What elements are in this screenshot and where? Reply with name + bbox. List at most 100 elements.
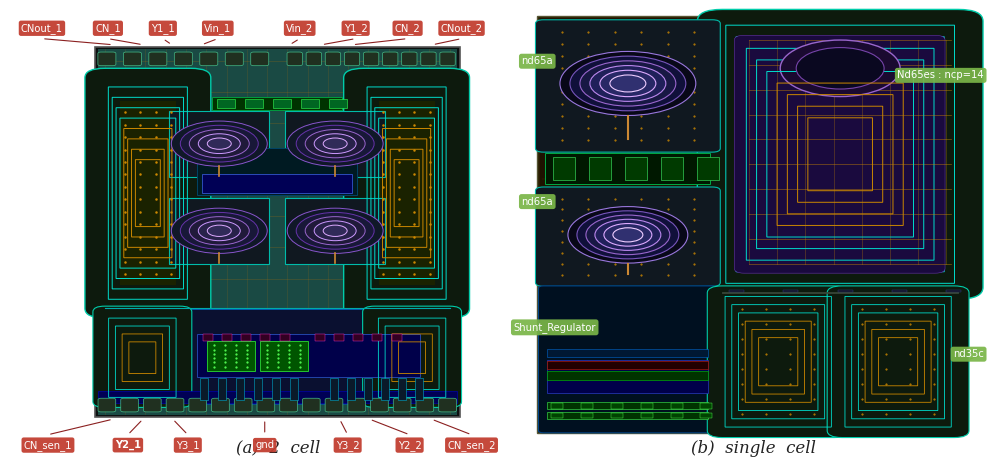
Text: CNout_2: CNout_2 — [441, 23, 483, 34]
FancyBboxPatch shape — [182, 309, 435, 404]
Circle shape — [208, 225, 232, 236]
FancyBboxPatch shape — [344, 68, 470, 318]
Circle shape — [297, 212, 375, 249]
Text: nd65a: nd65a — [521, 56, 553, 66]
Circle shape — [208, 138, 232, 149]
Circle shape — [600, 70, 656, 97]
FancyBboxPatch shape — [700, 403, 712, 409]
FancyBboxPatch shape — [218, 378, 226, 400]
Circle shape — [190, 130, 250, 158]
FancyBboxPatch shape — [330, 99, 348, 108]
FancyBboxPatch shape — [200, 378, 208, 400]
Circle shape — [180, 125, 258, 162]
Circle shape — [306, 217, 366, 245]
Circle shape — [590, 65, 666, 101]
FancyBboxPatch shape — [98, 49, 457, 415]
FancyBboxPatch shape — [670, 403, 682, 409]
FancyBboxPatch shape — [203, 334, 213, 341]
Text: Nd65es : ncp=14: Nd65es : ncp=14 — [897, 70, 984, 81]
Text: Y1_2: Y1_2 — [344, 23, 368, 34]
FancyBboxPatch shape — [330, 378, 338, 400]
FancyBboxPatch shape — [260, 341, 308, 371]
FancyBboxPatch shape — [174, 52, 193, 65]
FancyBboxPatch shape — [272, 378, 280, 400]
FancyBboxPatch shape — [589, 157, 611, 180]
FancyBboxPatch shape — [535, 187, 720, 286]
FancyBboxPatch shape — [383, 52, 398, 65]
Text: CN_sen_1: CN_sen_1 — [24, 439, 72, 451]
FancyBboxPatch shape — [166, 398, 184, 412]
Text: Vin_1: Vin_1 — [204, 23, 232, 34]
Circle shape — [198, 221, 241, 241]
Circle shape — [172, 208, 268, 253]
FancyBboxPatch shape — [222, 334, 232, 341]
Text: nd65a: nd65a — [521, 196, 553, 207]
FancyBboxPatch shape — [783, 290, 798, 292]
FancyBboxPatch shape — [202, 174, 353, 193]
FancyBboxPatch shape — [439, 398, 457, 412]
FancyBboxPatch shape — [371, 398, 389, 412]
Circle shape — [560, 51, 696, 115]
FancyBboxPatch shape — [286, 111, 386, 177]
Text: (b)  single  cell: (b) single cell — [690, 440, 816, 457]
FancyBboxPatch shape — [538, 286, 717, 433]
Circle shape — [288, 208, 384, 253]
FancyBboxPatch shape — [251, 52, 269, 65]
FancyBboxPatch shape — [640, 413, 652, 418]
FancyBboxPatch shape — [547, 371, 708, 380]
FancyBboxPatch shape — [213, 97, 342, 110]
FancyBboxPatch shape — [189, 398, 207, 412]
FancyBboxPatch shape — [547, 349, 708, 357]
FancyBboxPatch shape — [290, 378, 298, 400]
FancyBboxPatch shape — [364, 52, 379, 65]
Text: CN_1: CN_1 — [95, 23, 121, 34]
FancyBboxPatch shape — [581, 413, 593, 418]
Text: Y1_1: Y1_1 — [151, 23, 175, 34]
FancyBboxPatch shape — [149, 52, 167, 65]
FancyBboxPatch shape — [697, 157, 719, 180]
FancyBboxPatch shape — [364, 378, 372, 400]
FancyBboxPatch shape — [547, 360, 708, 393]
FancyBboxPatch shape — [611, 413, 623, 418]
FancyBboxPatch shape — [144, 398, 161, 412]
FancyBboxPatch shape — [946, 290, 961, 292]
FancyBboxPatch shape — [640, 403, 652, 409]
Circle shape — [306, 130, 366, 158]
Circle shape — [324, 138, 348, 149]
FancyBboxPatch shape — [537, 16, 967, 433]
FancyBboxPatch shape — [280, 334, 290, 341]
FancyBboxPatch shape — [345, 52, 360, 65]
Text: (a)  2  cell: (a) 2 cell — [236, 440, 320, 457]
FancyBboxPatch shape — [170, 111, 270, 177]
Text: nd35c: nd35c — [953, 349, 984, 359]
FancyBboxPatch shape — [729, 290, 744, 292]
FancyBboxPatch shape — [551, 413, 563, 418]
Text: Y2_2: Y2_2 — [398, 439, 422, 451]
Text: Vin_2: Vin_2 — [286, 23, 314, 34]
Text: CN_sen_2: CN_sen_2 — [448, 439, 496, 451]
Circle shape — [610, 75, 646, 92]
FancyBboxPatch shape — [381, 378, 389, 400]
FancyBboxPatch shape — [120, 101, 176, 285]
FancyBboxPatch shape — [93, 306, 192, 407]
Text: gnd: gnd — [255, 440, 275, 450]
Circle shape — [595, 219, 661, 251]
FancyBboxPatch shape — [225, 52, 244, 65]
Circle shape — [315, 221, 357, 241]
FancyBboxPatch shape — [98, 52, 116, 65]
FancyBboxPatch shape — [98, 391, 457, 403]
FancyBboxPatch shape — [236, 378, 244, 400]
FancyBboxPatch shape — [611, 403, 623, 409]
FancyBboxPatch shape — [540, 18, 964, 432]
Text: Y2_1: Y2_1 — [115, 440, 141, 450]
Text: CNout_1: CNout_1 — [21, 23, 63, 34]
Circle shape — [570, 56, 686, 111]
FancyBboxPatch shape — [198, 148, 358, 195]
FancyBboxPatch shape — [363, 306, 462, 407]
FancyBboxPatch shape — [98, 398, 116, 412]
FancyBboxPatch shape — [246, 99, 264, 108]
Circle shape — [172, 121, 268, 166]
Text: Y3_1: Y3_1 — [176, 439, 200, 451]
FancyBboxPatch shape — [280, 398, 298, 412]
FancyBboxPatch shape — [827, 286, 969, 438]
